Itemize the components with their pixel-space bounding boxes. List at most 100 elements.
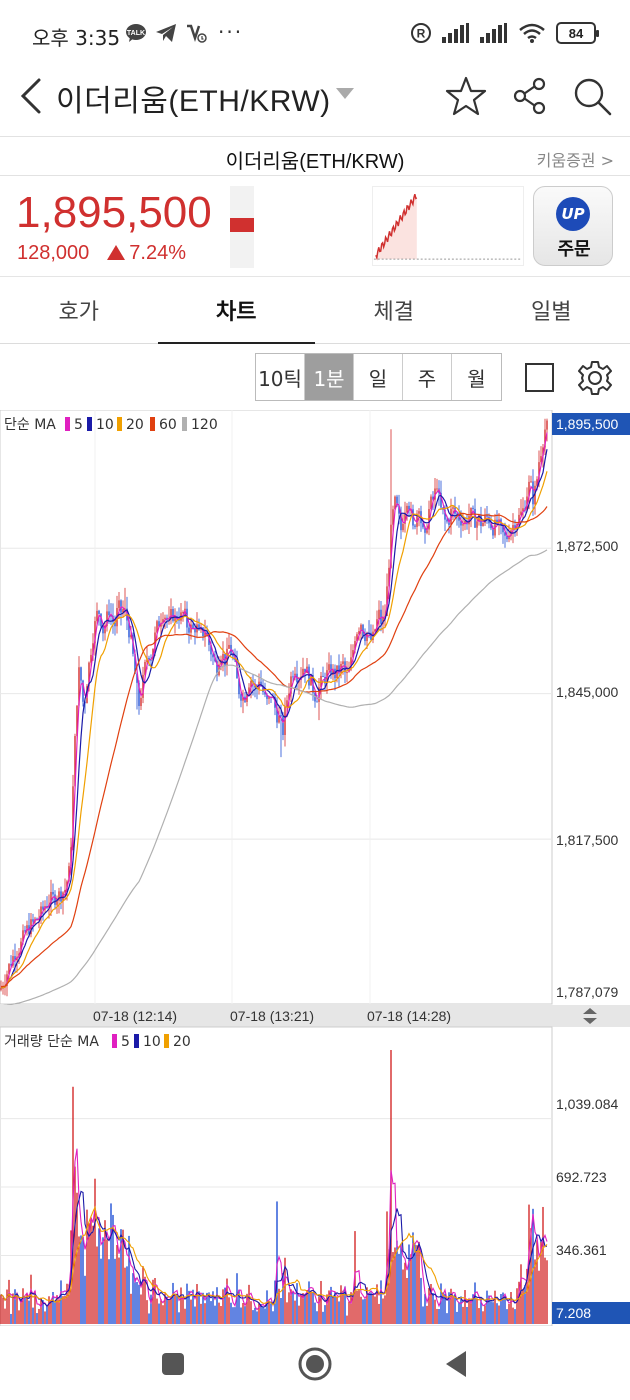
page-title[interactable]: 이더리움(ETH/KRW) — [56, 85, 331, 118]
search-icon[interactable] — [570, 74, 614, 118]
volume-bar-197 — [394, 1247, 396, 1324]
volume-bar-62 — [124, 1267, 126, 1324]
volume-bar-200 — [400, 1243, 402, 1324]
candle-body-143 — [286, 700, 288, 707]
candle-body-54 — [108, 611, 110, 616]
volume-bar-204 — [408, 1244, 410, 1324]
volume-bar-24 — [48, 1296, 50, 1324]
candle-body-64 — [128, 620, 130, 638]
candle-body-130 — [260, 681, 262, 686]
candle-body-256 — [512, 525, 514, 531]
candle-body-203 — [406, 505, 408, 513]
candle-body-53 — [106, 611, 108, 626]
volume-bar-242 — [484, 1305, 486, 1324]
candle-body-209 — [418, 511, 420, 514]
volume-bar-172 — [344, 1286, 346, 1324]
period-10tick[interactable]: 10틱 — [256, 354, 305, 400]
volume-bar-136 — [272, 1311, 274, 1324]
candle-body-44 — [88, 662, 90, 687]
volume-bar-165 — [330, 1286, 332, 1324]
volume-bar-45 — [90, 1219, 92, 1324]
volume-bar-77 — [154, 1278, 156, 1324]
mini-chart[interactable] — [372, 186, 524, 266]
fullscreen-checkbox[interactable] — [525, 363, 554, 392]
candle-body-70 — [140, 697, 142, 707]
svg-text:TALK: TALK — [127, 30, 145, 37]
candle-body-248 — [496, 519, 498, 523]
volume-bar-57 — [114, 1258, 116, 1324]
candle-body-118 — [236, 660, 238, 679]
volume-bar-30 — [60, 1280, 62, 1324]
volume-bar-249 — [498, 1305, 500, 1324]
back-button[interactable] — [15, 74, 47, 118]
volume-bar-92 — [184, 1308, 186, 1324]
volume-bar-15 — [30, 1274, 32, 1324]
volume-bar-19 — [38, 1308, 40, 1324]
candle-body-195 — [390, 524, 392, 568]
candle-body-257 — [514, 525, 516, 530]
volume-bar-229 — [458, 1302, 460, 1324]
recent-apps-icon[interactable] — [155, 1346, 191, 1382]
broker-link[interactable]: 키움증권 > — [536, 151, 614, 170]
back-nav-icon[interactable] — [440, 1346, 476, 1382]
candle-body-23 — [46, 906, 48, 908]
period-week[interactable]: 주 — [403, 354, 452, 400]
tab-daily[interactable]: 일별 — [531, 300, 572, 325]
order-button[interactable]: UP 주문 — [533, 186, 613, 266]
candle-body-57 — [114, 622, 116, 627]
tab-orderbook[interactable]: 호가 — [58, 300, 99, 325]
volume-bar-113 — [226, 1278, 228, 1324]
title-bar: 이더리움(ETH/KRW) — [0, 60, 630, 135]
volume-bar-116 — [232, 1307, 234, 1324]
up-logo-icon: UP — [556, 197, 590, 231]
volume-legend-prefix: 거래량 단순 MA — [4, 1034, 99, 1050]
period-1min[interactable]: 1분 — [305, 354, 354, 400]
candle-body-77 — [154, 632, 156, 649]
volume-bar-260 — [520, 1264, 522, 1324]
share-icon[interactable] — [508, 74, 552, 118]
volume-bar-173 — [346, 1315, 348, 1324]
tab-chart[interactable]: 차트 — [157, 277, 316, 344]
vol-ma10-label: 10 — [143, 1034, 161, 1050]
resize-handle-icon[interactable] — [583, 1008, 597, 1024]
candle-body-246 — [492, 528, 494, 536]
candle-body-252 — [504, 532, 506, 536]
candle-body-97 — [194, 628, 196, 633]
chart-area[interactable]: 단순 MA 5 10 20 60 120 1,895,500 1,872,500… — [0, 409, 630, 1327]
ma-lines — [0, 432, 548, 1007]
volume-bar-241 — [482, 1311, 484, 1324]
volume-bar-96 — [192, 1289, 194, 1324]
candle-body-162 — [324, 676, 326, 684]
volume-bar-217 — [434, 1299, 436, 1324]
candle-body-260 — [520, 511, 522, 515]
ma10-line — [0, 449, 548, 989]
candle-body-261 — [522, 508, 524, 512]
vol-y-label-3: 346.361 — [556, 1242, 607, 1258]
candle-body-75 — [150, 659, 152, 661]
candle-body-50 — [100, 613, 102, 627]
vol-ma10-swatch — [134, 1034, 139, 1048]
tab-trades[interactable]: 체결 — [373, 300, 414, 325]
price-volume-chart[interactable]: 단순 MA 5 10 20 60 120 1,895,500 1,872,500… — [0, 409, 630, 1327]
order-button-label: 주문 — [557, 239, 591, 260]
time-axis[interactable] — [0, 1005, 630, 1027]
candle-body-13 — [26, 925, 28, 931]
candle-body-6 — [12, 956, 14, 966]
volume-bar-256 — [512, 1307, 514, 1324]
volume-bar-145 — [290, 1289, 292, 1324]
chevron-down-icon[interactable] — [336, 88, 354, 99]
period-day[interactable]: 일 — [354, 354, 403, 400]
volume-bar-11 — [22, 1288, 24, 1324]
ma120-label: 120 — [191, 417, 218, 433]
gear-icon[interactable] — [576, 359, 614, 397]
candle-body-161 — [322, 675, 324, 677]
star-icon[interactable] — [444, 74, 488, 118]
home-icon[interactable] — [297, 1346, 333, 1382]
candle-body-226 — [452, 507, 454, 509]
candle-body-187 — [374, 629, 376, 632]
period-month[interactable]: 월 — [467, 366, 486, 391]
volume-bar-17 — [34, 1290, 36, 1324]
volume-bar-56 — [112, 1214, 114, 1324]
candle-body-154 — [308, 666, 310, 686]
vol-ma20-line — [0, 1205, 548, 1306]
